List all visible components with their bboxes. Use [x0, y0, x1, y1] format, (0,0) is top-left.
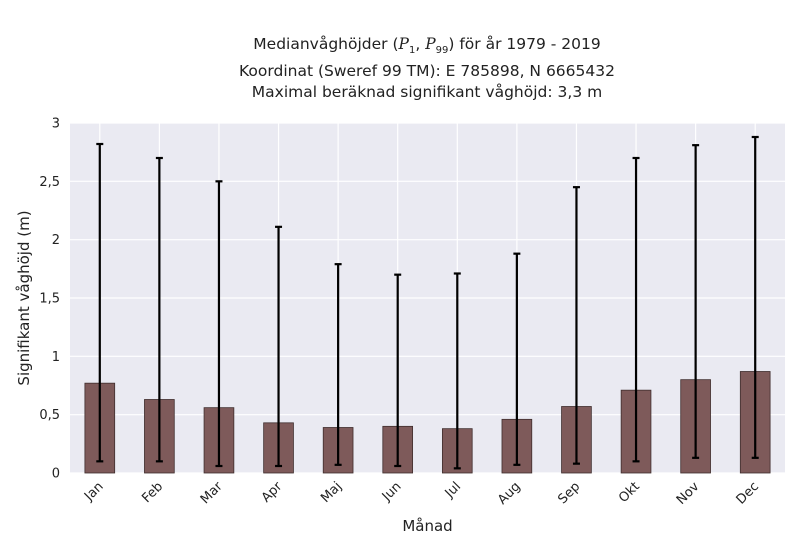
errorbar-feb: [155, 156, 163, 463]
y-tick-label: 0: [52, 467, 60, 482]
x-tick-label: Mar: [198, 479, 226, 507]
x-tick-label: Dec: [734, 479, 762, 507]
y-tick-labels: 0 0,5 1 1,5 2 2,5 3: [39, 117, 60, 482]
y-tick-label: 0,5: [39, 408, 60, 423]
x-tick-label: Sep: [555, 479, 583, 507]
y-tick-label: 2: [52, 233, 60, 248]
title-p-low: P: [398, 35, 409, 53]
errorbar-apr: [275, 225, 283, 468]
title-suffix: ) för år 1979 - 2019: [448, 35, 601, 53]
x-tick-label: Apr: [259, 479, 286, 506]
y-tick-label: 1,5: [39, 292, 60, 307]
title-line-3: Maximal beräknad signifikant våghöjd: 3,…: [251, 83, 603, 102]
x-tick-label: Aug: [495, 479, 524, 508]
y-tick-label: 2,5: [39, 175, 60, 190]
error-bars: [96, 135, 759, 470]
title-p-high: P: [425, 35, 436, 53]
y-tick-label: 3: [52, 117, 60, 132]
title-p-low-sub: 1: [408, 45, 416, 57]
x-tick-label: Feb: [139, 479, 166, 506]
x-tick-label: Jul: [442, 479, 464, 501]
x-axis-label: Månad: [402, 517, 452, 535]
errorbar-maj: [334, 263, 342, 466]
title-line-1: Medianvåghöjder (P1, P99) för år 1979 - …: [0, 34, 800, 61]
title-prefix: Medianvåghöjder (: [253, 35, 399, 53]
title-sep: ,: [415, 35, 426, 53]
chart-title: Medianvåghöjder (P1, P99) för år 1979 - …: [0, 34, 800, 103]
title-line-2: Koordinat (Sweref 99 TM): E 785898, N 66…: [239, 62, 615, 81]
x-tick-label: Maj: [318, 479, 345, 506]
x-tick-label: Jan: [81, 479, 106, 504]
errorbar-sep: [572, 186, 580, 465]
x-tick-label: Jun: [379, 479, 405, 505]
errorbar-mar: [215, 180, 223, 468]
errorbar-jul: [453, 272, 461, 470]
y-tick-label: 1: [52, 350, 60, 365]
errorbar-nov: [692, 144, 700, 459]
errorbar-okt: [632, 156, 640, 463]
x-tick-label: Okt: [616, 479, 643, 506]
y-axis-label: Signifikant våghöjd (m): [15, 210, 33, 385]
x-tick-label: Nov: [674, 479, 703, 508]
errorbar-dec: [751, 135, 759, 459]
title-p-high-sub: 99: [435, 45, 449, 57]
x-tick-labels: Jan Feb Mar Apr Maj Jun Jul Aug Sep Okt Nov Dec: [81, 479, 762, 508]
errorbar-jan: [96, 142, 104, 463]
errorbar-aug: [513, 252, 521, 466]
errorbar-jun: [394, 273, 402, 468]
